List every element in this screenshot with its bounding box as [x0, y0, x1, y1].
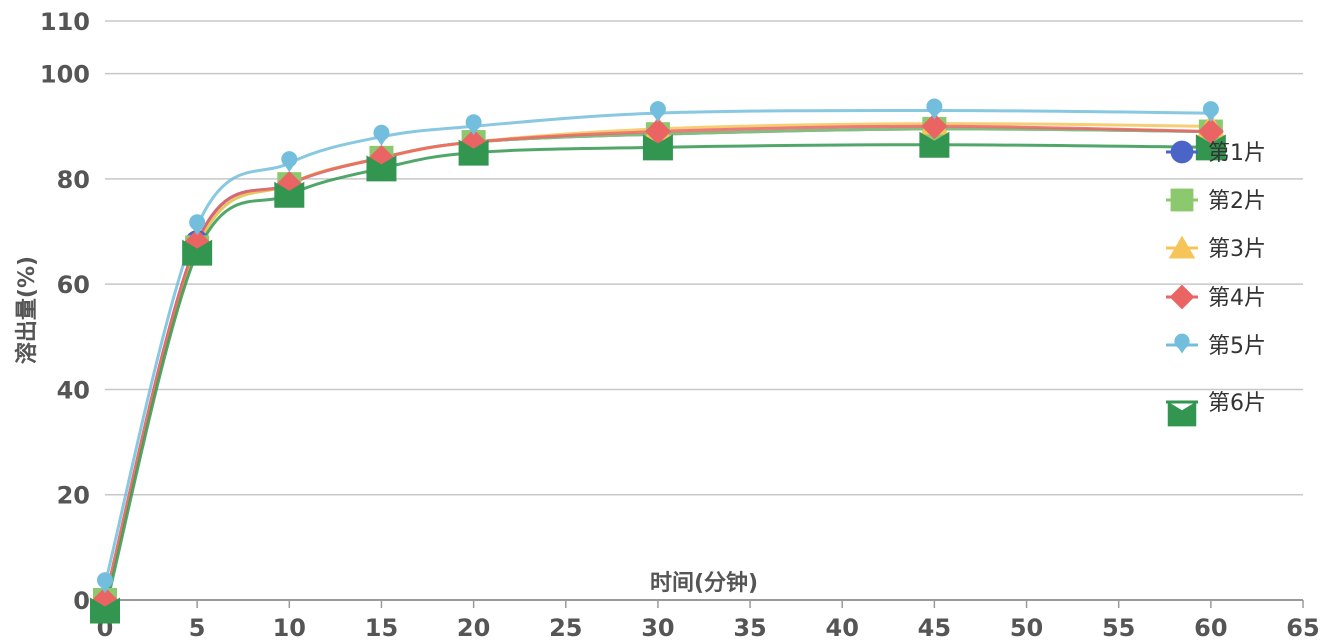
legend-label: 第1片 — [1208, 141, 1266, 166]
y-tick-label: 60 — [57, 271, 90, 299]
x-tick-label: 35 — [733, 614, 766, 641]
legend-label: 第6片 — [1208, 391, 1266, 416]
y-tick-label: 0 — [73, 587, 90, 615]
legend-marker — [1168, 235, 1196, 259]
legend-label: 第4片 — [1208, 286, 1266, 311]
data-point-5 — [649, 101, 666, 123]
data-point-5 — [465, 114, 482, 136]
series-line-5 — [103, 108, 1211, 585]
legend-item-5: 第5片 — [1166, 333, 1266, 359]
legend-label: 第3片 — [1208, 237, 1266, 262]
pin-tail — [375, 136, 388, 146]
data-point-6 — [90, 597, 120, 624]
data-point-6 — [366, 155, 397, 182]
x-tick-label: 50 — [1010, 614, 1043, 641]
legend-marker — [1174, 333, 1190, 354]
pin-tail — [651, 113, 664, 123]
series-line-4 — [103, 124, 1211, 601]
pin-tail — [1204, 113, 1217, 123]
data-point-6 — [1195, 134, 1226, 161]
legend-label: 第2片 — [1208, 189, 1266, 214]
x-tick-label: 55 — [1102, 614, 1135, 641]
data-point-5 — [373, 124, 390, 146]
x-tick-label: 25 — [549, 614, 582, 641]
x-tick-label: 40 — [826, 614, 859, 641]
x-tick-label: 45 — [918, 614, 951, 641]
pin-tail — [467, 126, 480, 136]
pin-tail — [99, 584, 111, 594]
data-point-6 — [919, 131, 950, 158]
x-tick-label: 20 — [457, 614, 490, 641]
legend-item-6: 第6片 — [1166, 391, 1266, 427]
data-point-5 — [926, 98, 943, 120]
y-tick-label: 100 — [40, 61, 90, 89]
legend-item-1: 第1片 — [1166, 140, 1266, 166]
x-tick-label: 30 — [641, 614, 674, 641]
series-line-6 — [103, 143, 1211, 611]
legend-marker — [1167, 401, 1197, 427]
legend-item-2: 第2片 — [1166, 188, 1266, 214]
y-tick-label: 80 — [57, 166, 90, 194]
data-point-5 — [281, 151, 298, 173]
data-point-6 — [182, 239, 213, 266]
x-tick-label: 5 — [189, 614, 206, 641]
data-point-5 — [189, 214, 206, 236]
data-point-5 — [97, 572, 113, 594]
legend-item-4: 第4片 — [1166, 284, 1266, 311]
pin-tail — [283, 163, 296, 173]
pin-tail — [928, 110, 941, 120]
legend-marker — [1169, 284, 1195, 310]
x-tick-label: 65 — [1286, 614, 1319, 641]
legend-marker — [1170, 188, 1194, 212]
data-point-4 — [644, 118, 671, 145]
grid-lines — [105, 20, 1303, 496]
pin-tail — [191, 226, 204, 236]
x-axis-title: 时间(分钟) — [650, 570, 758, 596]
data-point-6 — [642, 134, 673, 161]
y-tick-label: 110 — [40, 8, 90, 36]
y-tick-label: 20 — [57, 482, 90, 510]
data-point-4 — [1197, 118, 1224, 145]
x-tick-label: 15 — [365, 614, 398, 641]
y-axis-title: 溶出量(%) — [14, 256, 40, 364]
series-lines — [103, 108, 1211, 611]
legend-item-3: 第3片 — [1166, 235, 1266, 262]
y-tick-label: 40 — [57, 376, 90, 404]
data-markers — [90, 98, 1226, 624]
pin-tail — [1176, 345, 1188, 354]
series-line-3 — [103, 122, 1211, 601]
data-point-4 — [921, 113, 948, 140]
legend-marker — [1170, 140, 1194, 164]
x-tick-label: 60 — [1194, 614, 1227, 641]
data-point-5 — [1202, 101, 1219, 123]
data-point-6 — [458, 139, 489, 166]
data-point-6 — [274, 181, 305, 208]
x-tick-label: 10 — [273, 614, 306, 641]
legend-label: 第5片 — [1208, 334, 1266, 359]
